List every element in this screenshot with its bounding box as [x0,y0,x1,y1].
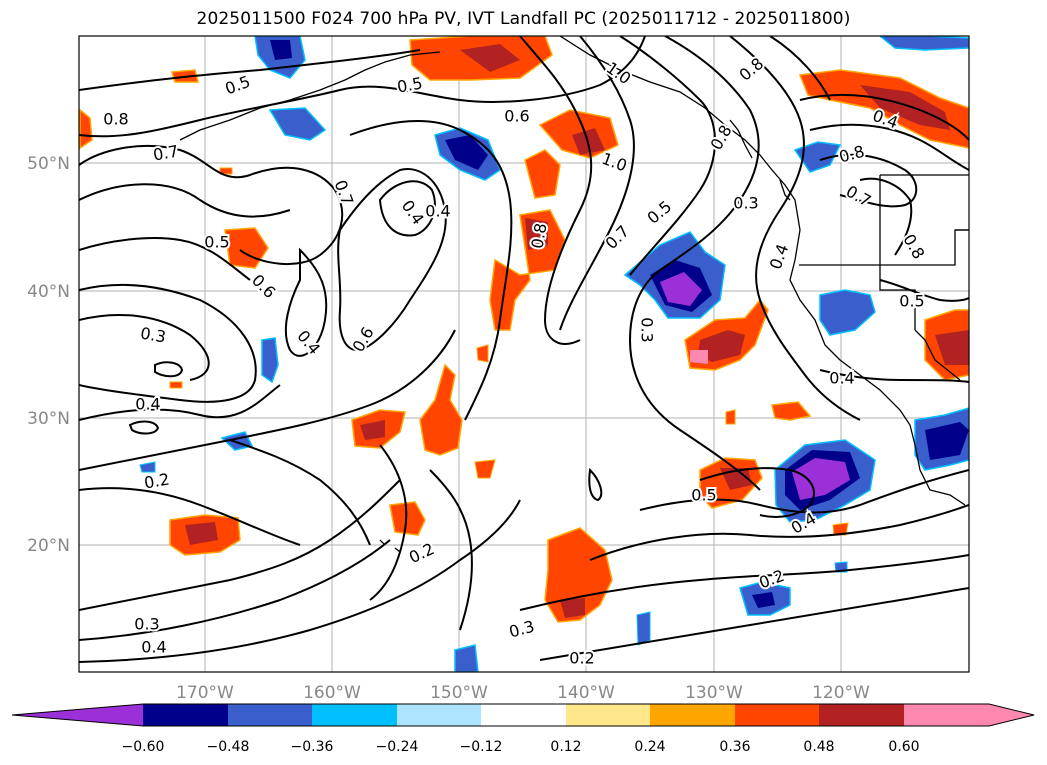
colorbar-tick-label: −0.12 [460,739,503,755]
contour-label: 0.4 [766,241,793,271]
colorbar-bin [228,704,312,726]
colorbar-tick-label: −0.24 [376,739,419,755]
colorbar-tick-label: 0.12 [550,739,581,755]
contour-label: 0.3 [134,615,159,634]
map-title: 2025011500 F024 700 hPa PV, IVT Landfall… [196,9,851,29]
contour-label: 0.6 [248,271,279,302]
colorbar-bins [12,704,1034,726]
colorbar-bin [397,704,481,726]
colorbar-tick-label: −0.48 [207,739,250,755]
colorbar-tick-label: 0.48 [803,739,834,755]
contour-label: 0.4 [398,197,428,229]
colorbar-tick-label: 0.60 [888,739,919,755]
lon-label-130w: 130°W [685,683,743,703]
lat-label-50n: 50°N [27,154,70,174]
colorbar-extend-min [12,704,143,726]
contour-label: 0.7 [843,182,875,211]
contour-label: 0.6 [504,107,529,126]
lon-label-160w: 160°W [303,683,361,703]
contour-label: 0.2 [569,649,594,668]
colorbar-bin [819,704,904,726]
contour-label: 0.4 [293,327,324,359]
pv-contour-lines [79,36,969,663]
contour-label: 0.4 [141,638,166,657]
contour-label: 0.7 [331,177,358,207]
contour-label: 0.4 [829,369,854,388]
colorbar-bin [566,704,650,726]
lon-label-150w: 150°W [430,683,488,703]
contour-label: 0.5 [222,72,252,99]
lon-label-170w: 170°W [176,683,234,703]
contour-label: 0.4 [425,202,450,221]
colorbar-tick-label: 0.24 [634,739,665,755]
contour-label: 0.5 [644,197,676,228]
lat-label-20n: 20°N [27,536,70,556]
contour-label: 0.5 [204,233,229,252]
colorbar-bin [143,704,228,726]
contour-label: 0.3 [638,317,657,342]
colorbar-tick-label: 0.36 [719,739,750,755]
contour-label: 0.8 [707,122,736,154]
lon-label-140w: 140°W [557,683,615,703]
contour-label: 0.8 [736,54,768,85]
pv-positive-shading [79,36,969,623]
colorbar-bin [650,704,735,726]
longitude-labels: 170°W 160°W 150°W 140°W 130°W 120°W [176,683,870,703]
contour-label: 0.5 [691,486,716,505]
colorbar-bin [735,704,819,726]
colorbar-frame [11,703,1035,727]
contour-label: 0.2 [406,539,437,567]
contour-label: 0.4 [135,395,160,414]
contour-label: 0.7 [152,141,180,164]
colorbar-tick-label: −0.36 [291,739,334,755]
latitude-labels: 50°N 40°N 30°N 20°N [27,154,70,556]
coastlines [179,36,969,553]
lon-label-120w: 120°W [812,683,870,703]
contour-label: 0.7 [602,222,633,253]
colorbar-tick-labels: −0.60 −0.48 −0.36 −0.24 −0.12 0.12 0.24 … [122,739,920,755]
contour-label: 0.8 [103,110,128,129]
contour-label: 1.0 [599,149,629,176]
colorbar: −0.60 −0.48 −0.36 −0.24 −0.12 0.12 0.24 … [11,703,1035,755]
contour-label: 0.6 [349,324,378,356]
colorbar-extend-max [904,704,1034,726]
lat-label-30n: 30°N [27,409,70,429]
contour-label: 0.3 [139,323,167,346]
contour-label: 0.2 [143,469,171,492]
contour-label: 0.3 [507,617,537,642]
pv-negative-shading [139,36,969,672]
contour-label: 0.8 [899,231,928,263]
colorbar-bin [481,704,566,726]
lat-label-40n: 40°N [27,282,70,302]
contour-label: 0.5 [899,292,924,311]
contour-label: 0.3 [733,194,758,213]
gridlines [79,36,969,672]
colorbar-bin [312,704,397,726]
colorbar-tick-label: −0.60 [122,739,165,755]
map-frame [78,35,970,673]
